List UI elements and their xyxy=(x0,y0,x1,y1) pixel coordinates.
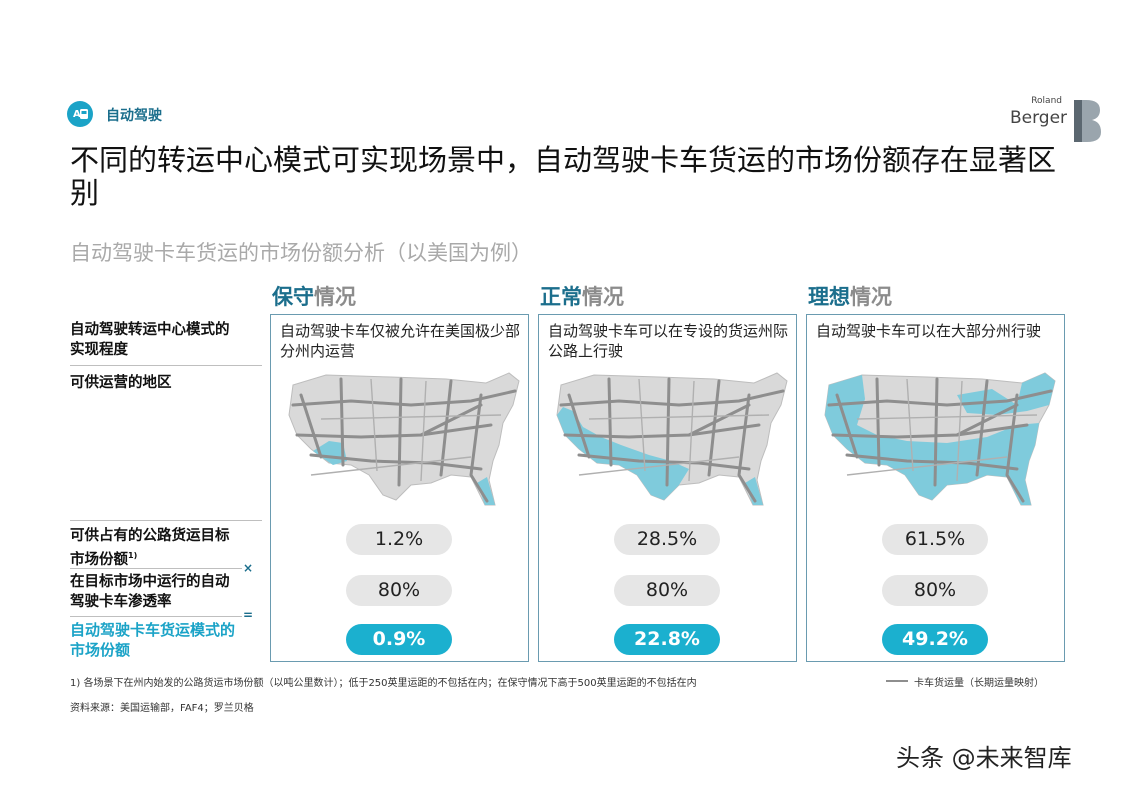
row-label-target-share: 可供占有的公路货运目标市场份额1) xyxy=(70,526,240,570)
row-label-implementation: 自动驾驶转运中心模式的实现程度 xyxy=(70,322,230,358)
logo-small-text: Roland xyxy=(1031,96,1062,106)
multiply-operator: × xyxy=(243,561,254,575)
penetration-value: 80% xyxy=(614,575,720,606)
scenario-title-ideal: 理想情况 xyxy=(808,281,892,311)
roland-berger-logo: Roland Berger xyxy=(1010,96,1102,146)
scenario-panel-ideal: 自动驾驶卡车可以在大部分州行驶 61.5% 80% 49.2% xyxy=(806,314,1065,662)
scenario-title-rest: 情况 xyxy=(314,285,356,309)
market-share-result: 0.9% xyxy=(346,624,452,655)
page-title: 不同的转运中心模式可实现场景中，自动驾驶卡车货运的市场份额存在显著区别 xyxy=(70,143,1057,210)
scenario-panel-normal: 自动驾驶卡车可以在专设的货运州际公路上行驶 28.5% 80% 22.8% xyxy=(538,314,797,662)
row-divider xyxy=(70,365,262,366)
scenario-description: 自动驾驶卡车可以在专设的货运州际公路上行驶 xyxy=(548,322,789,360)
target-share-text: 可供占有的公路货运目标市场份额 xyxy=(70,528,230,568)
autonomous-driving-icon: A xyxy=(67,101,93,127)
legend-line-swatch xyxy=(886,680,908,682)
target-share-value: 28.5% xyxy=(614,524,720,555)
target-share-value: 1.2% xyxy=(346,524,452,555)
target-share-value: 61.5% xyxy=(882,524,988,555)
scenario-description: 自动驾驶卡车仅被允许在美国极少部分州内运营 xyxy=(280,322,521,360)
penetration-value: 80% xyxy=(346,575,452,606)
row-label-result: 自动驾驶卡车货运模式的市场份额 xyxy=(70,621,236,659)
us-map-conservative xyxy=(288,372,520,506)
footnote-ref: 1) xyxy=(128,551,138,560)
row-label-penetration: 在目标市场中运行的自动驾驶卡车渗透率 xyxy=(70,574,230,610)
logo-b-mark xyxy=(1074,100,1101,142)
market-share-result: 22.8% xyxy=(614,624,720,655)
section-tag: 自动驾驶 xyxy=(106,108,162,124)
scenario-panel-conservative: 自动驾驶卡车仅被允许在美国极少部分州内运营 1.2% 80% 0.9% xyxy=(270,314,529,662)
market-share-result: 49.2% xyxy=(882,624,988,655)
map-legend: 卡车货运量（长期运量映射） xyxy=(914,678,1044,689)
us-map-normal xyxy=(556,372,788,506)
chart-subtitle: 自动驾驶卡车货运的市场份额分析（以美国为例） xyxy=(70,241,532,265)
equals-operator: = xyxy=(243,608,254,622)
row-divider xyxy=(70,568,242,569)
scenario-title-rest: 情况 xyxy=(582,285,624,309)
row-divider xyxy=(70,616,242,617)
scenario-title-accent: 理想 xyxy=(808,285,850,309)
row-label-regions: 可供运营的地区 xyxy=(70,375,172,391)
us-map-ideal xyxy=(824,372,1056,506)
watermark: 头条 @未来智库 xyxy=(896,744,1072,772)
row-divider xyxy=(70,520,262,521)
penetration-value: 80% xyxy=(882,575,988,606)
scenario-title-rest: 情况 xyxy=(850,285,892,309)
scenario-description: 自动驾驶卡车可以在大部分州行驶 xyxy=(816,322,1042,340)
scenario-title-accent: 保守 xyxy=(272,285,314,309)
footnote: 1) 各场景下在州内始发的公路货运市场份额（以吨公里数计）；低于250英里运距的… xyxy=(70,678,697,689)
logo-big-text: Berger xyxy=(1010,108,1068,128)
scenario-title-conservative: 保守情况 xyxy=(272,281,356,311)
scenario-title-accent: 正常 xyxy=(540,285,582,309)
source-note: 资料来源：美国运输部，FAF4；罗兰贝格 xyxy=(70,703,254,714)
scenario-title-normal: 正常情况 xyxy=(540,281,624,311)
svg-text:A: A xyxy=(73,109,81,120)
